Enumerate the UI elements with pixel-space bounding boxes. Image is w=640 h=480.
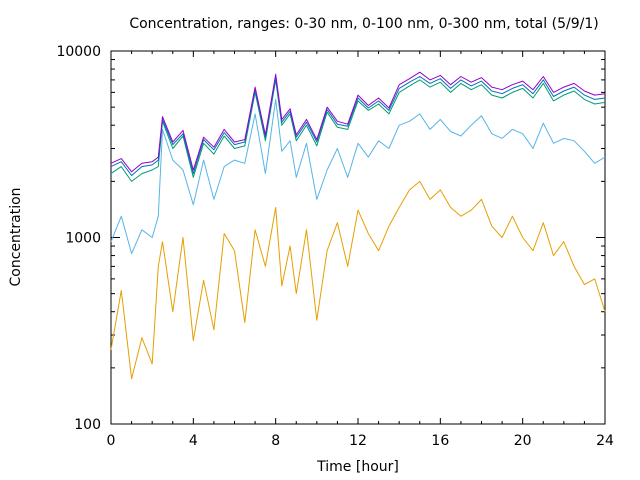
x-tick-label: 12 <box>349 433 367 449</box>
series-line-4 <box>110 76 606 176</box>
y-axis-label: Concentration <box>8 187 24 286</box>
series-line-1 <box>110 180 606 380</box>
series-line-3 <box>110 79 606 182</box>
series-line-5 <box>110 71 606 173</box>
y-tick-label: 1000 <box>65 231 101 247</box>
x-tick-label: 24 <box>596 433 614 449</box>
x-tick-label: 8 <box>271 433 280 449</box>
x-tick-label: 16 <box>431 433 449 449</box>
x-tick-label: 0 <box>107 433 116 449</box>
y-tick-label: 100 <box>74 417 101 433</box>
y-tick-label: 10000 <box>56 44 101 60</box>
x-axis: 0 4 8 12 16 20 24 <box>107 51 614 449</box>
x-tick-label: 4 <box>189 433 198 449</box>
y-axis: 100 1000 10000 <box>56 44 605 433</box>
x-tick-label: 20 <box>514 433 532 449</box>
x-axis-label: Time [hour] <box>316 459 399 475</box>
series-group <box>110 71 606 380</box>
plot-frame <box>110 50 606 425</box>
chart-title: Concentration, ranges: 0-30 nm, 0-100 nm… <box>129 16 598 32</box>
series-line-2 <box>110 98 606 255</box>
